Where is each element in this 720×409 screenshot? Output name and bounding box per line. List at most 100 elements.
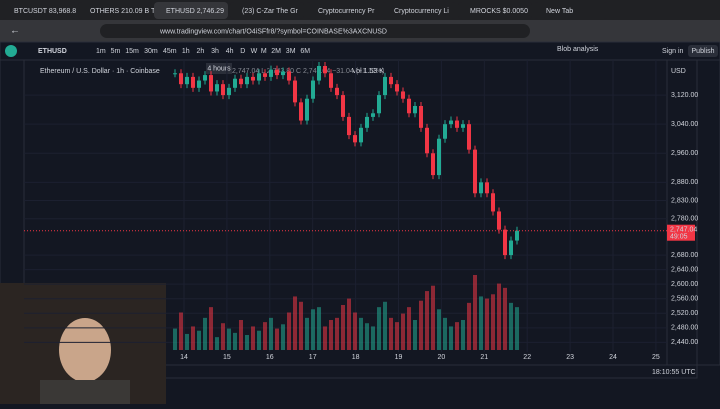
tabs: BTCUSDT 83,968.8 T OTHERS 210.09 B T ETHUS… xyxy=(2,2,608,19)
candle-body xyxy=(179,73,183,85)
volume-bar xyxy=(503,287,507,350)
tab-title[interactable]: OTHERS 210.09 B T xyxy=(90,8,156,15)
candle-body xyxy=(251,76,255,81)
candle-body xyxy=(353,135,357,143)
candle-body xyxy=(341,95,345,117)
candle-body xyxy=(299,102,303,121)
volume-bar xyxy=(179,312,183,350)
volume-bar xyxy=(197,330,201,350)
back[interactable]: ← xyxy=(10,26,20,37)
x-tick-label: 22 xyxy=(523,354,531,361)
interval[interactable]: 1m xyxy=(96,48,106,55)
volume-bar xyxy=(383,301,387,350)
interval[interactable]: 3h xyxy=(211,48,219,55)
tab[interactable] xyxy=(78,2,152,19)
candle-body xyxy=(329,73,333,88)
tab-title[interactable]: New Tab xyxy=(546,8,573,15)
tab[interactable] xyxy=(534,2,608,19)
tooltip-box xyxy=(206,63,232,74)
volume-bar xyxy=(467,302,471,350)
volume-bar xyxy=(329,320,333,350)
interval[interactable]: 2M xyxy=(271,48,281,55)
interval[interactable]: 3M xyxy=(286,48,296,55)
chart-title: Ethereum / U.S. Dollar · 1h · Coinbase xyxy=(40,68,160,75)
tab[interactable] xyxy=(306,2,380,19)
tab-title[interactable]: MROCKS $0.0050 xyxy=(470,8,528,15)
volume-bar xyxy=(221,323,225,350)
x-tick-label: 18 xyxy=(352,354,360,361)
volume-bar xyxy=(305,317,309,350)
url-field[interactable] xyxy=(100,24,530,38)
ohlc: H 2,747.04 L 2,743.80 C 2,747.04 −31.04 … xyxy=(225,68,384,75)
x-tick-label: 15 xyxy=(223,354,231,361)
candle-body xyxy=(365,116,369,128)
y-tick-label: 2,680.00 xyxy=(671,252,698,259)
tab-title[interactable]: (23) C-Zar The Gr xyxy=(242,8,299,15)
candle-body xyxy=(491,193,495,212)
interval[interactable]: 15m xyxy=(125,48,139,55)
tab[interactable] xyxy=(230,2,304,19)
tab[interactable] xyxy=(382,2,456,19)
tab[interactable] xyxy=(458,2,532,19)
avatar[interactable] xyxy=(5,45,17,57)
volume-bar xyxy=(287,312,291,350)
interval[interactable]: D xyxy=(240,48,245,55)
volume-bar xyxy=(377,307,381,350)
interval[interactable]: 4h xyxy=(226,48,234,55)
volume-bar xyxy=(185,333,189,350)
volume-bar xyxy=(515,307,519,350)
layout-name[interactable]: Blob analysis xyxy=(557,46,599,53)
candle-body xyxy=(485,182,489,194)
volume-bar xyxy=(323,326,327,350)
interval[interactable]: 30m xyxy=(144,48,158,55)
volume-bar xyxy=(359,317,363,350)
tab-title[interactable]: BTCUSDT 83,968.8 T xyxy=(14,8,83,15)
volume-bar xyxy=(497,283,501,350)
candle-body xyxy=(401,91,405,99)
volume-bar xyxy=(275,328,279,350)
tab-title[interactable]: Cryptocurrency Pr xyxy=(318,8,375,15)
publish[interactable]: Publish xyxy=(692,48,715,55)
volume-bar xyxy=(473,275,477,350)
sign-in[interactable]: Sign in xyxy=(662,48,684,55)
interval[interactable]: 2h xyxy=(197,48,205,55)
candle-body xyxy=(221,84,225,96)
symbol[interactable]: ETHUSD xyxy=(38,48,67,55)
interval[interactable]: 5m xyxy=(111,48,121,55)
tab-title[interactable]: Cryptocurrency Li xyxy=(394,8,449,15)
interval[interactable]: 45m xyxy=(163,48,177,55)
candle-body xyxy=(203,75,207,81)
volume-bar xyxy=(389,317,393,350)
candle-body xyxy=(335,87,339,96)
publish-button[interactable] xyxy=(688,45,718,57)
candle-body xyxy=(197,80,201,88)
volume-bar xyxy=(299,301,303,350)
candle-body xyxy=(311,80,315,99)
candle-body xyxy=(419,106,423,128)
volume-bar xyxy=(455,322,459,350)
candle-body xyxy=(407,98,411,114)
y-tick-label: 2,830.00 xyxy=(671,197,698,204)
volume-bar xyxy=(437,309,441,350)
interval[interactable]: W xyxy=(251,48,258,55)
candle-body xyxy=(461,124,465,128)
y-tick-label: 3,040.00 xyxy=(671,121,698,128)
chart: 3,120.00 3,040.00 2,960.00 2,880.00 2,830.00… xyxy=(24,60,698,361)
interval[interactable]: 1h xyxy=(182,48,190,55)
interval[interactable]: 6M xyxy=(300,48,310,55)
candle-body xyxy=(359,127,363,143)
tab[interactable] xyxy=(2,2,76,19)
intervals: 1m 5m 15m 30m 45m 1h 2h 3h 4h D W M 2M 3M 6M xyxy=(96,48,310,55)
y-tick-label: 2,440.00 xyxy=(671,339,698,346)
tab-title[interactable]: ETHUSD 2,746.29 xyxy=(166,8,224,15)
candle-body xyxy=(233,78,237,88)
volume-bar xyxy=(257,330,261,350)
volume-bar xyxy=(311,309,315,350)
x-tick-label: 14 xyxy=(180,354,188,361)
tab[interactable] xyxy=(154,2,228,19)
candle-body xyxy=(497,211,501,230)
candle-body xyxy=(473,149,477,194)
candle-body xyxy=(209,75,213,92)
candle-body xyxy=(275,69,279,76)
interval[interactable]: M xyxy=(261,48,267,55)
